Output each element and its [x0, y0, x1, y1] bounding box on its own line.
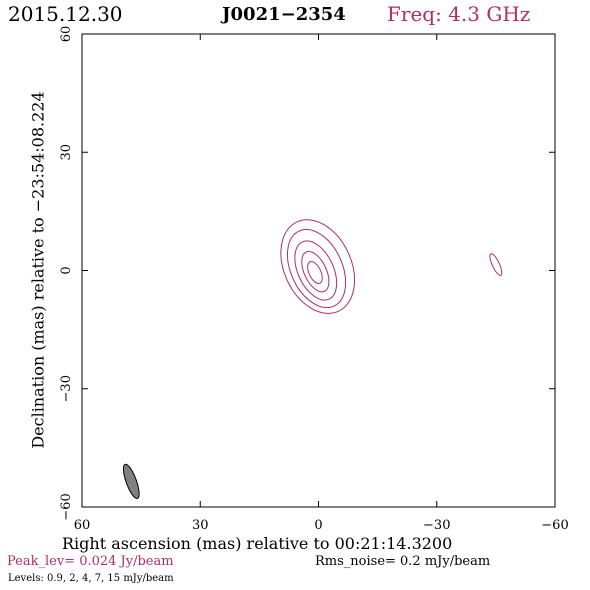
core-contour	[286, 228, 347, 309]
rms-noise: Rms_noise= 0.2 mJy/beam	[315, 554, 491, 569]
y-tick-label: 60	[59, 26, 74, 43]
source-name: J0021−2354	[222, 4, 346, 25]
x-tick-label: −30	[423, 518, 450, 533]
core-contour	[294, 240, 338, 301]
axis-ticks	[81, 33, 556, 508]
x-tick-label: 60	[74, 518, 91, 533]
x-tick-label: 0	[314, 518, 322, 533]
y-tick-label: −60	[59, 493, 74, 520]
component-contour	[489, 253, 503, 276]
x-tick-label: −60	[541, 518, 568, 533]
y-tick-label: 0	[59, 266, 74, 274]
x-tick-label: 30	[192, 518, 209, 533]
plot-frame	[81, 33, 556, 508]
peak-level: Peak_lev= 0.024 Jy/beam	[7, 554, 174, 569]
y-tick-label: 30	[59, 144, 74, 161]
core-contour	[301, 250, 330, 293]
y-tick-label: −30	[59, 375, 74, 402]
core-contour	[307, 260, 323, 284]
frequency-label: Freq: 4.3 GHz	[387, 2, 531, 26]
x-axis-label: Right ascension (mas) relative to 00:21:…	[62, 534, 453, 553]
core-contour	[280, 219, 356, 314]
beam-ellipse-group	[122, 463, 140, 500]
y-axis-label: Declination (mas) relative to −23:54:08.…	[28, 91, 48, 449]
contour-levels: Levels: 0.9, 2, 4, 7, 15 mJy/beam	[8, 573, 174, 584]
beam-ellipse	[122, 463, 140, 500]
contour-map	[280, 219, 503, 314]
observation-date: 2015.12.30	[8, 2, 123, 26]
